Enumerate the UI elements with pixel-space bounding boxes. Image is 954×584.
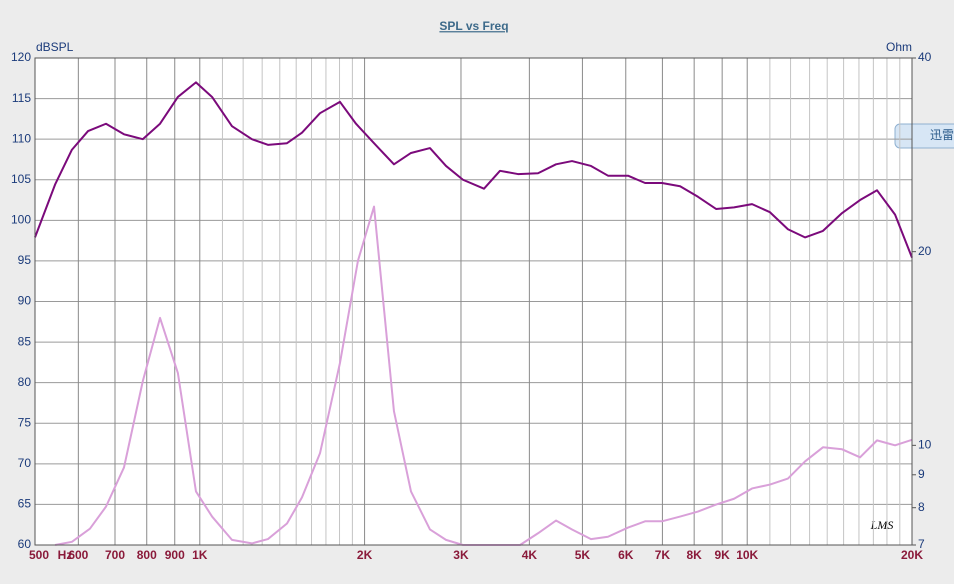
y2-axis-label: Ohm xyxy=(886,40,912,54)
overlay-tab[interactable]: 迅雷 xyxy=(894,123,954,149)
x-tick-label: 2K xyxy=(357,548,373,562)
y2-tick-label: 7 xyxy=(918,537,925,551)
y2-tick-label: 9 xyxy=(918,467,925,481)
x-tick-label: 700 xyxy=(105,548,125,562)
x-tick-label: 4K xyxy=(522,548,538,562)
series-line xyxy=(34,81,913,259)
x-tick-label: 7K xyxy=(655,548,671,562)
x-tick-label: 10K xyxy=(736,548,758,562)
x-tick-label: 3K xyxy=(453,548,469,562)
y-tick-label: 60 xyxy=(18,537,32,551)
x-tick-label: 8K xyxy=(686,548,702,562)
x-tick-label: 800 xyxy=(137,548,157,562)
x-tick-label: 20K xyxy=(901,548,923,562)
y-tick-label: 120 xyxy=(11,50,31,64)
y-tick-label: 95 xyxy=(18,253,32,267)
x-tick-label: 6K xyxy=(618,548,634,562)
overlay-tab-text: 迅雷 xyxy=(930,128,954,142)
chart-title: SPL vs Freq xyxy=(439,19,508,33)
overlay-tab-bg xyxy=(894,123,954,149)
y2-tick-label: 20 xyxy=(918,244,932,258)
y-tick-label: 110 xyxy=(12,131,31,145)
y-tick-label: 70 xyxy=(18,456,32,470)
y-tick-label: 65 xyxy=(18,497,32,511)
y-tick-label: 105 xyxy=(11,172,31,186)
y2-tick-label: 8 xyxy=(918,500,925,514)
plot-frame xyxy=(34,57,913,546)
y-tick-label: 115 xyxy=(12,91,31,105)
y-tick-label: 80 xyxy=(18,375,32,389)
x-tick-label: 1K xyxy=(192,548,208,562)
y-tick-label: 90 xyxy=(18,294,32,308)
x-tick-label: 9K xyxy=(714,548,730,562)
x-tick-label: 500 xyxy=(29,548,49,562)
x-tick-label: 5K xyxy=(575,548,591,562)
x-tick-label: 900 xyxy=(165,548,185,562)
y-tick-label: 85 xyxy=(18,334,32,348)
y2-tick-label: 40 xyxy=(918,50,932,64)
x-unit: Hz xyxy=(58,548,73,562)
y2-tick-label: 10 xyxy=(918,438,932,452)
y-axis-label: dBSPL xyxy=(36,40,74,54)
y-tick-label: 100 xyxy=(11,213,31,227)
y-tick-label: 75 xyxy=(18,415,32,429)
x-tick-label: 600 xyxy=(68,548,88,562)
